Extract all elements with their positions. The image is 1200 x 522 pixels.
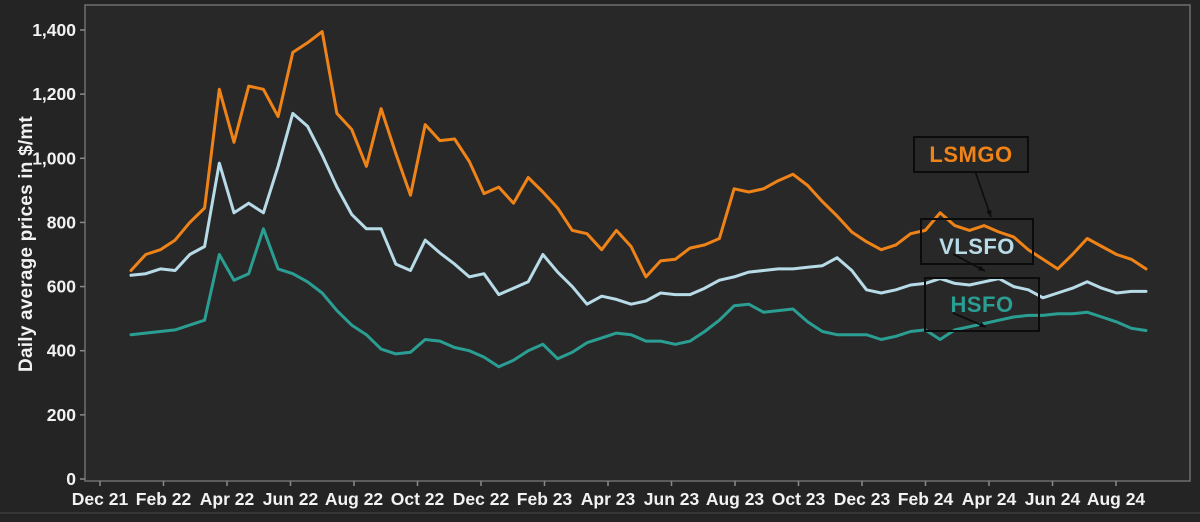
x-tick-label: Aug 24 bbox=[1087, 489, 1146, 509]
x-tick-label: Jun 24 bbox=[1025, 489, 1081, 509]
y-tick-label: 600 bbox=[47, 277, 76, 297]
vlsfo-label: VLSFO bbox=[939, 234, 1015, 259]
vlsfo-arrow-head bbox=[978, 265, 985, 271]
y-tick-label: 400 bbox=[47, 341, 76, 361]
lsmgo-line bbox=[129, 30, 1148, 279]
x-tick-label: Apr 22 bbox=[200, 489, 255, 509]
x-tick-label: Aug 22 bbox=[325, 489, 384, 509]
x-tick-label: Aug 23 bbox=[706, 489, 765, 509]
x-tick-label: Jun 22 bbox=[263, 489, 319, 509]
hsfo-arrow-head bbox=[979, 321, 986, 327]
hsfo-label: HSFO bbox=[950, 291, 1014, 317]
x-tick-label: Dec 21 bbox=[72, 489, 129, 509]
hsfo-callout-box: HSFO bbox=[924, 277, 1040, 332]
y-tick-label: 200 bbox=[47, 405, 76, 425]
lsmgo-label: LSMGO bbox=[929, 141, 1013, 167]
y-tick-label: 800 bbox=[47, 212, 76, 232]
y-tick-label: 1,400 bbox=[32, 20, 76, 40]
lsmgo-callout-box: LSMGO bbox=[913, 136, 1029, 173]
hsfo-line bbox=[129, 227, 1148, 369]
x-tick-label: Apr 23 bbox=[581, 489, 636, 509]
y-axis-title: Daily average prices in $/mt bbox=[16, 116, 37, 372]
vlsfo-line bbox=[129, 111, 1148, 306]
x-tick-label: Oct 22 bbox=[391, 489, 445, 509]
lsmgo-arrow-head bbox=[986, 210, 992, 217]
x-tick-label: Feb 23 bbox=[517, 489, 573, 509]
x-tick-label: Dec 23 bbox=[834, 489, 891, 509]
x-tick-label: Oct 23 bbox=[772, 489, 826, 509]
x-tick-label: Feb 24 bbox=[898, 489, 954, 509]
y-tick-label: 1,000 bbox=[32, 148, 76, 168]
x-tick-label: Apr 24 bbox=[962, 489, 1017, 509]
x-tick-label: Dec 22 bbox=[453, 489, 510, 509]
y-tick-label: 0 bbox=[66, 469, 76, 489]
lsmgo-arrow bbox=[974, 170, 992, 218]
y-tick-label: 1,200 bbox=[32, 84, 76, 104]
vlsfo-callout-box: VLSFO bbox=[920, 218, 1034, 265]
x-tick-label: Jun 23 bbox=[644, 489, 700, 509]
x-tick-label: Feb 22 bbox=[136, 489, 192, 509]
axes-frame bbox=[84, 4, 1191, 482]
